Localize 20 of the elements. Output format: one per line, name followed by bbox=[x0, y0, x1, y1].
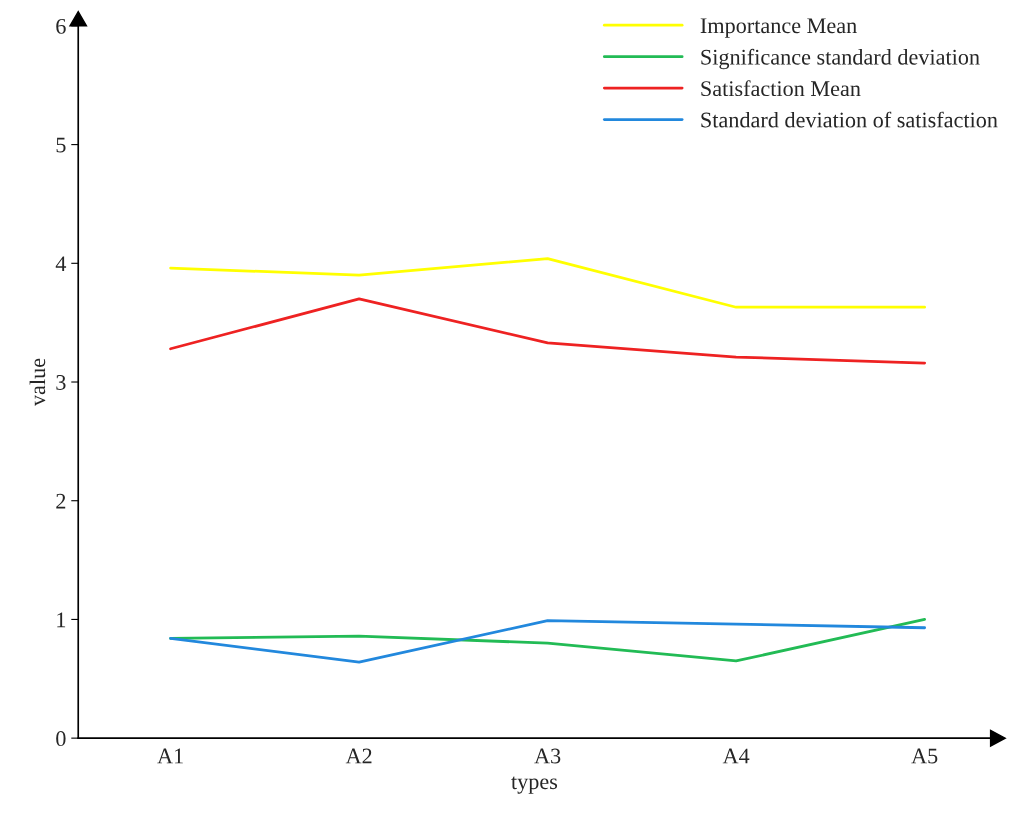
y-tick-label: 1 bbox=[57, 612, 66, 628]
x-axis-title: types bbox=[511, 776, 558, 794]
y-tick-label: 5 bbox=[56, 137, 66, 153]
x-tick-label: A5 bbox=[911, 748, 938, 764]
x-tick-label: A4 bbox=[722, 748, 750, 764]
legend-label: Importance Mean bbox=[700, 18, 857, 38]
y-axis-title: value bbox=[29, 358, 46, 407]
y-tick-label: 2 bbox=[56, 493, 66, 509]
line-series bbox=[169, 297, 927, 365]
legend-label: Satisfaction Mean bbox=[701, 80, 861, 97]
line-series bbox=[169, 257, 927, 309]
y-tick-label: 4 bbox=[55, 256, 67, 272]
legend-label: Standard deviation of satisfaction bbox=[701, 111, 998, 128]
x-tick-label: A1 bbox=[157, 748, 183, 764]
y-tick-label: 3 bbox=[56, 375, 66, 390]
y-tick-label: 0 bbox=[56, 731, 66, 747]
y-tick-label: 6 bbox=[56, 18, 66, 34]
x-tick-label: A3 bbox=[534, 748, 561, 764]
x-tick-label: A2 bbox=[345, 748, 372, 764]
legend-label: Significance standard deviation bbox=[701, 48, 980, 70]
